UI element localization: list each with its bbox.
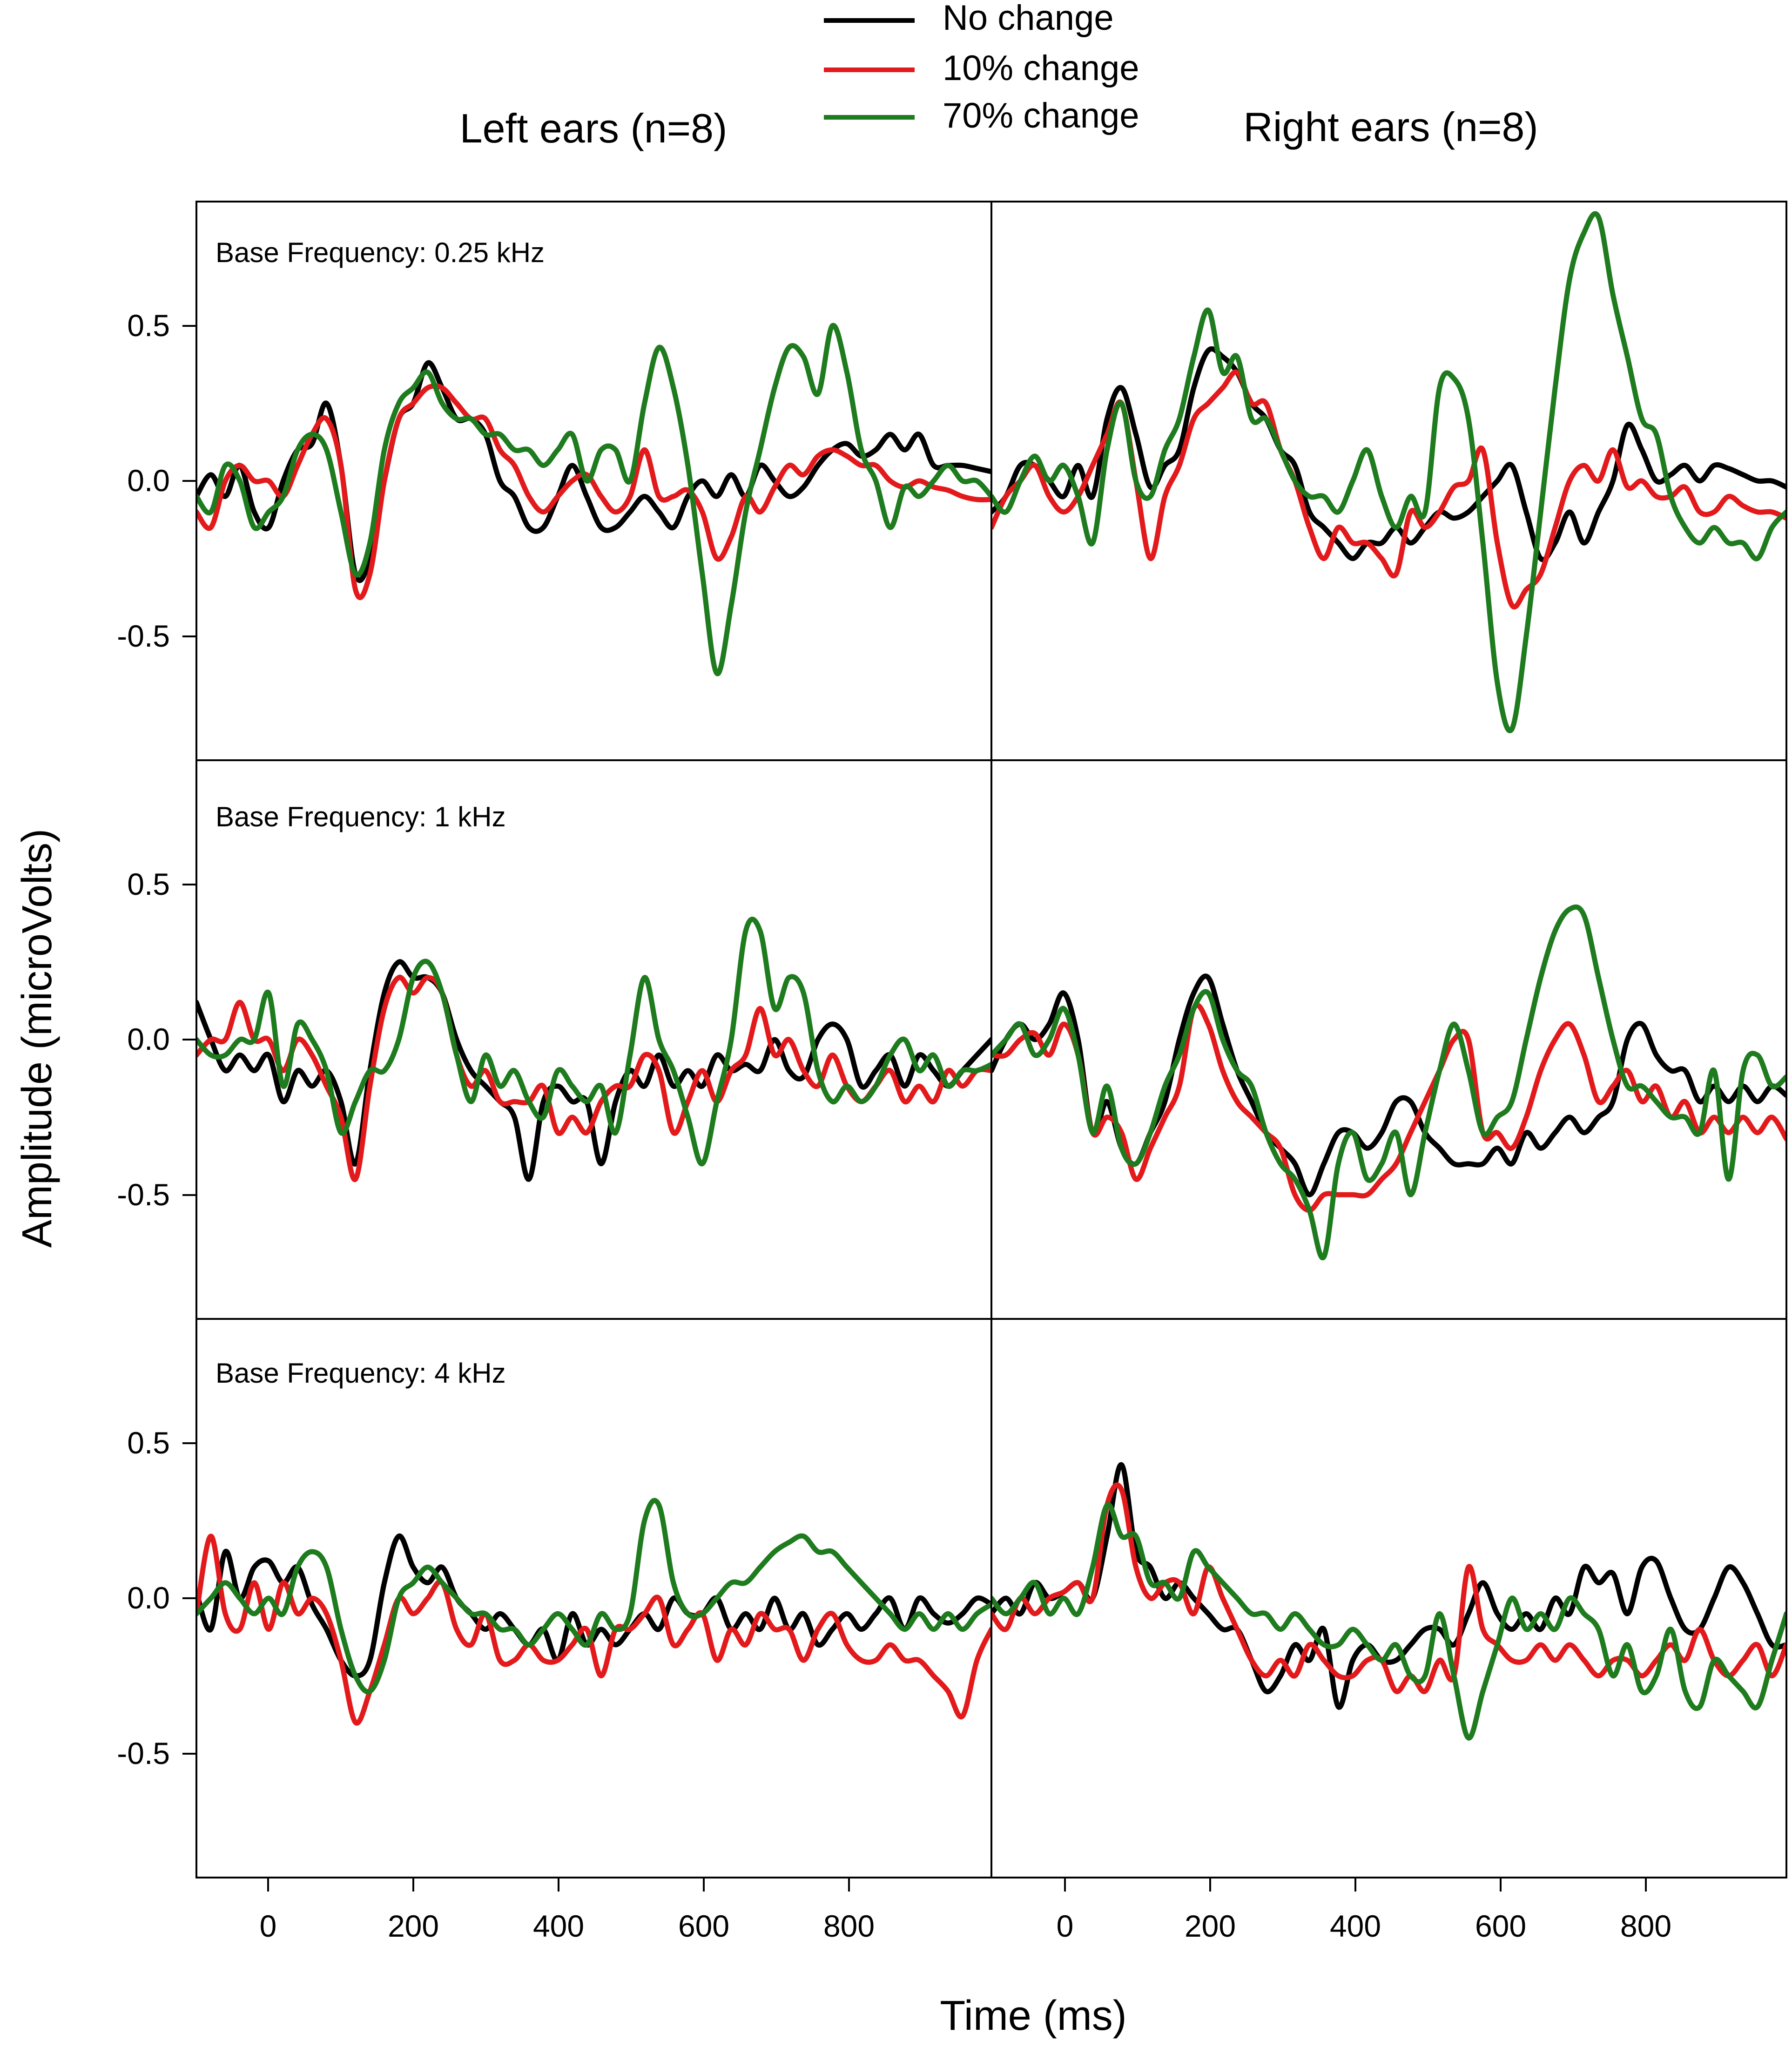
y-tick-label: 0.0 — [127, 1581, 170, 1615]
y-tick-label: 0.5 — [127, 1426, 170, 1460]
traces — [196, 211, 1786, 1741]
series-no-change-r0c0 — [196, 360, 991, 583]
panel-label-0.25khz: Base Frequency: 0.25 kHz — [216, 237, 545, 268]
y-axis-title: Amplitude (microVolts) — [14, 829, 61, 1248]
series-70pct-r1c1 — [991, 904, 1786, 1261]
x-tick-label: 200 — [1185, 1909, 1236, 1943]
x-axis-title: Time (ms) — [940, 1993, 1127, 2039]
series-70pct-r0c0 — [196, 323, 991, 676]
series-70pct-r1c0 — [196, 917, 991, 1167]
series-no-change-r1c1 — [991, 973, 1786, 1197]
series-no-change-r0c1 — [991, 346, 1786, 562]
legend-label-10pct: 10% change — [943, 48, 1139, 88]
y-tick-label: 0.0 — [127, 1022, 170, 1056]
x-tick-label: 800 — [823, 1909, 875, 1943]
x-tick-label: 0 — [260, 1909, 277, 1943]
legend-label-no-change: No change — [943, 0, 1114, 38]
series-70pct-r0c1 — [991, 211, 1786, 733]
x-tick-label: 600 — [1475, 1909, 1526, 1943]
series-no-change-r1c0 — [196, 959, 991, 1182]
y-tick-label: 0.0 — [127, 463, 170, 498]
series-70pct-r2c1 — [991, 1502, 1786, 1741]
legend-label-70pct: 70% change — [943, 96, 1139, 135]
legend: No change 10% change 70% change — [824, 0, 1139, 135]
series-10pct-r1c1 — [991, 1002, 1786, 1213]
plot-frame — [195, 201, 1787, 1878]
series-70pct-r2c0 — [196, 1498, 991, 1695]
x-tick-marks — [267, 1878, 1647, 1892]
column-title-right: Right ears (n=8) — [1243, 104, 1538, 150]
panel-label-4khz: Base Frequency: 4 kHz — [216, 1358, 506, 1389]
x-tick-label: 400 — [533, 1909, 584, 1943]
series-no-change-r2c0 — [196, 1534, 991, 1679]
x-tick-labels: 0 200 400 600 800 0 200 400 600 800 — [260, 1909, 1671, 1943]
series-10pct-r2c0 — [196, 1534, 991, 1726]
x-tick-label: 600 — [678, 1909, 729, 1943]
x-tick-label: 800 — [1620, 1909, 1671, 1943]
column-title-left: Left ears (n=8) — [460, 105, 728, 151]
y-tick-label: 0.5 — [127, 867, 170, 901]
x-tick-label: 0 — [1057, 1909, 1074, 1943]
y-tick-label: 0.5 — [127, 308, 170, 343]
x-tick-label: 200 — [388, 1909, 439, 1943]
x-tick-label: 400 — [1330, 1909, 1381, 1943]
y-tick-labels: 0.5 0.0 -0.5 0.5 0.0 -0.5 0.5 0.0 -0.5 — [117, 308, 170, 1770]
series-10pct-r2c1 — [991, 1482, 1786, 1694]
panel-label-1khz: Base Frequency: 1 kHz — [216, 801, 506, 832]
series-10pct-r0c0 — [196, 383, 991, 600]
y-tick-label: -0.5 — [117, 619, 170, 653]
y-tick-label: -0.5 — [117, 1736, 170, 1770]
y-tick-marks — [182, 325, 196, 1755]
y-tick-label: -0.5 — [117, 1177, 170, 1212]
